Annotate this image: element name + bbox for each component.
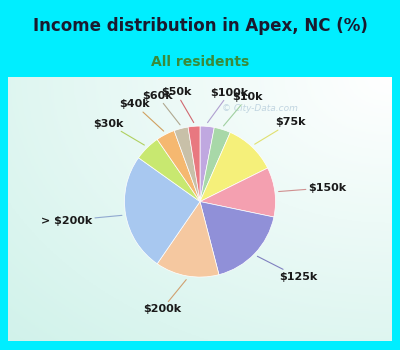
Wedge shape [200,168,276,217]
Text: © City-Data.com: © City-Data.com [222,104,298,113]
Text: $40k: $40k [119,99,164,131]
Text: > $200k: > $200k [41,215,122,226]
Text: $100k: $100k [208,88,248,122]
Wedge shape [124,158,200,264]
Wedge shape [138,139,200,202]
Wedge shape [200,127,230,202]
Wedge shape [200,202,274,275]
Text: $60k: $60k [142,91,180,125]
Text: All residents: All residents [151,55,249,69]
Wedge shape [174,127,200,202]
Wedge shape [200,126,214,202]
Text: $75k: $75k [255,117,306,144]
Wedge shape [200,132,268,202]
Text: $10k: $10k [224,92,263,126]
Wedge shape [188,126,200,202]
Wedge shape [157,131,200,202]
Text: $50k: $50k [161,88,194,122]
Wedge shape [157,202,219,277]
Text: Income distribution in Apex, NC (%): Income distribution in Apex, NC (%) [32,18,368,35]
Text: $200k: $200k [143,280,186,314]
Text: $125k: $125k [257,256,318,282]
Text: $150k: $150k [279,183,347,193]
Text: $30k: $30k [93,119,144,145]
